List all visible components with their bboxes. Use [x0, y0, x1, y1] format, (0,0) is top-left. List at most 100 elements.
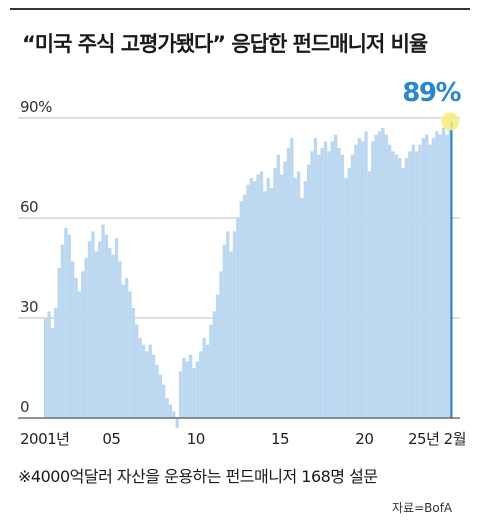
- data-bar-72: [286, 148, 291, 418]
- data-bar-59: [242, 194, 247, 418]
- data-bar-95: [364, 131, 368, 418]
- data-bar-24: [124, 278, 129, 418]
- data-bar-74: [293, 178, 297, 418]
- data-bar-93: [357, 138, 361, 418]
- x-tick-label-1: 05: [102, 430, 120, 448]
- data-bar-115: [431, 138, 436, 418]
- data-bar-82: [320, 148, 324, 418]
- annotation: 89%: [402, 78, 463, 131]
- data-bar-30: [145, 351, 149, 418]
- data-bar-86: [333, 134, 338, 419]
- data-bar-103: [391, 151, 395, 418]
- data-bar-85: [330, 141, 334, 418]
- data-bar-33: [155, 364, 159, 418]
- data-bar-110: [414, 151, 419, 418]
- chart-title: “미국 주식 고평가됐다” 응답한 펀드매니저 비율: [22, 32, 428, 56]
- data-bar-42: [185, 361, 189, 418]
- data-bar-19: [108, 248, 112, 418]
- data-bar-51: [215, 294, 220, 418]
- data-bar-1: [47, 311, 51, 418]
- data-bar-119: [445, 134, 449, 419]
- data-bar-79: [310, 151, 314, 418]
- data-bar-71: [283, 161, 287, 418]
- data-bar-13: [87, 241, 92, 418]
- top-rule: [10, 8, 470, 10]
- data-bar-120: [448, 128, 451, 418]
- data-bar-5: [60, 244, 65, 418]
- data-bar-7: [67, 234, 71, 418]
- data-bar-12: [84, 258, 88, 418]
- data-bar-76: [300, 198, 304, 418]
- data-bar-25: [128, 291, 132, 418]
- data-bar-118: [441, 128, 446, 418]
- data-bar-17: [101, 224, 105, 418]
- data-bar-34: [158, 374, 163, 418]
- data-bar-70: [280, 174, 284, 418]
- data-bar-2: [50, 328, 55, 418]
- data-bar-56: [232, 231, 237, 418]
- data-bar-22: [118, 261, 122, 418]
- x-tick-label-5: 25년 2월: [408, 430, 466, 448]
- data-bar-18: [104, 234, 109, 418]
- data-bar-91: [350, 154, 355, 419]
- data-bar-90: [347, 168, 351, 418]
- data-bar-20: [111, 254, 115, 418]
- data-bar-52: [219, 271, 223, 418]
- data-area: [44, 121, 453, 428]
- data-bar-46: [199, 351, 203, 418]
- data-bar-40: [178, 371, 183, 418]
- data-bar-10: [77, 291, 82, 418]
- data-bar-50: [212, 311, 216, 418]
- y-tick-label-1: 30: [20, 298, 38, 316]
- source-credit: 자료=BofA: [392, 501, 453, 515]
- data-bar-35: [162, 384, 166, 418]
- data-bar-14: [91, 231, 95, 418]
- data-bar-87: [337, 148, 341, 418]
- data-bar-78: [307, 164, 311, 418]
- data-bar-66: [266, 178, 270, 418]
- data-bar-11: [81, 271, 85, 418]
- data-bar-97: [371, 141, 375, 418]
- y-tick-label-2: 60: [20, 198, 38, 216]
- data-bar-27: [135, 324, 139, 418]
- data-bar-75: [296, 171, 301, 418]
- data-bar-94: [360, 141, 365, 418]
- data-bar-84: [327, 151, 331, 418]
- data-bar-4: [57, 268, 61, 418]
- data-bar-111: [418, 144, 422, 419]
- data-bar-36: [165, 398, 169, 418]
- latest-value-label: 89%: [402, 78, 461, 108]
- x-tick-label-2: 10: [187, 430, 205, 448]
- data-bar-73: [290, 138, 294, 418]
- data-bar-41: [182, 358, 186, 418]
- data-bar-53: [222, 244, 227, 418]
- data-bar-80: [313, 138, 318, 418]
- highlight-marker: [441, 112, 460, 131]
- chart-plot: 0 30 60 90% 2001년 05 10 15 20 25년 2월 89%: [18, 78, 467, 448]
- data-bar-15: [94, 251, 98, 418]
- data-bar-0: [44, 318, 48, 418]
- data-bar-32: [151, 354, 156, 418]
- data-bar-116: [435, 131, 439, 418]
- data-bar-107: [404, 158, 409, 418]
- y-tick-label-3: 90%: [20, 98, 52, 116]
- data-bar-45: [195, 361, 200, 418]
- x-tick-label-4: 20: [355, 430, 373, 448]
- data-bar-65: [263, 191, 267, 418]
- data-bar-117: [438, 134, 442, 419]
- data-bar-92: [354, 144, 358, 419]
- data-bar-16: [97, 241, 102, 418]
- data-bar-3: [54, 308, 58, 418]
- data-bar-38: [172, 411, 176, 418]
- data-bar-23: [121, 284, 125, 418]
- y-tick-label-0: 0: [20, 398, 29, 416]
- data-bar-28: [138, 338, 142, 418]
- data-bar-29: [141, 344, 146, 418]
- data-bar-26: [131, 308, 136, 418]
- data-bar-69: [276, 154, 281, 419]
- data-bar-63: [256, 174, 260, 418]
- data-bar-62: [253, 181, 257, 418]
- data-bar-44: [192, 368, 196, 418]
- data-bar-67: [269, 188, 274, 418]
- data-bar-31: [148, 344, 152, 418]
